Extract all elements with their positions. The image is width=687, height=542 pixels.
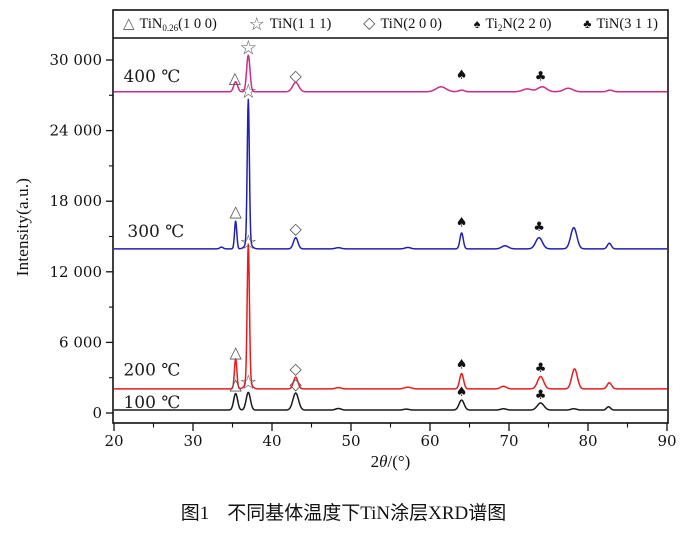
x-tick-label: 40: [262, 432, 281, 450]
club-marker-icon: ♣: [535, 388, 547, 403]
caption-text: 不同基体温度下TiN涂层XRD谱图: [227, 503, 507, 524]
triangle-marker-icon: △: [123, 15, 135, 32]
y-tick-label: 24 000: [50, 122, 103, 140]
legend-label: TiN(3 1 1): [596, 15, 658, 32]
triangle-marker-icon: △: [229, 68, 242, 87]
legend-item-tin200: ◇ TiN(2 0 0): [363, 16, 442, 33]
star-marker-icon: ☆: [239, 36, 257, 60]
y-tick-label: 0: [92, 404, 102, 422]
legend-label: Ti2N(2 2 0): [485, 15, 552, 33]
series-line-100C: [114, 391, 667, 411]
legend-item-ti2220: ♠ Ti2N(2 2 0): [474, 16, 552, 33]
x-tick-label: 60: [420, 432, 439, 450]
y-axis-title: Intensity(a.u.): [13, 177, 32, 277]
y-tick-label: 18 000: [50, 192, 103, 210]
curves-group: [114, 54, 667, 411]
x-tick-label: 50: [341, 432, 360, 450]
triangle-marker-icon: △: [230, 342, 243, 361]
x-title-post: /(°): [387, 452, 411, 471]
x-tick-label: 90: [657, 432, 676, 450]
club-marker-icon: ♣: [535, 70, 547, 85]
legend-item-tin111: ☆ TiN(1 1 1): [249, 15, 332, 33]
y-tick-label: 12 000: [50, 263, 103, 281]
diamond-marker-icon: ◇: [290, 66, 303, 85]
club-marker-icon: ♣: [583, 16, 592, 31]
diamond-marker-icon: ◇: [290, 375, 303, 394]
diamond-marker-icon: ◇: [290, 359, 303, 378]
spade-marker-icon: ♠: [456, 68, 468, 83]
series-line-300C: [114, 98, 667, 250]
x-axis-title: 2θ/(°): [114, 452, 667, 472]
diamond-marker-icon: ◇: [363, 15, 376, 32]
x-title-pre: 2: [370, 452, 380, 471]
figure-caption: 图1 不同基体温度下TiN涂层XRD谱图: [0, 498, 687, 525]
club-marker-icon: ♣: [535, 361, 547, 376]
x-tick-label: 80: [578, 432, 597, 450]
star-marker-icon: ☆: [239, 230, 257, 254]
y-tick-label: 30 000: [50, 51, 103, 69]
series-label-100C: 100 ℃: [123, 393, 180, 413]
plot-frame: [112, 9, 669, 424]
diamond-marker-icon: ◇: [290, 219, 303, 238]
star-marker-icon: ☆: [239, 79, 257, 103]
legend-label: TiN(1 1 1): [269, 15, 332, 32]
legend-box: △ TiN0.26(1 0 0) ☆ TiN(1 1 1) ◇ TiN(2 0 0) ♠ Ti…: [113, 10, 668, 38]
x-tick-label: 30: [183, 432, 202, 450]
legend-item-tin311: ♣ TiN(3 1 1): [583, 16, 658, 33]
series-line-200C: [114, 243, 667, 390]
legend-label: TiN(2 0 0): [380, 15, 442, 32]
legend-label: TiN0.26(1 0 0): [139, 15, 217, 33]
y-tick-label: 6 000: [59, 333, 102, 351]
club-marker-icon: ♣: [533, 220, 545, 235]
x-tick-label: 20: [104, 432, 123, 450]
legend-item-tin0.26100: △ TiN0.26(1 0 0): [123, 16, 217, 33]
caption-number: 图1: [180, 503, 210, 524]
series-label-300C: 300 ℃: [127, 222, 184, 242]
series-line-400C: [114, 54, 667, 93]
star-marker-icon: ☆: [248, 14, 265, 34]
x-title-theta: θ: [379, 452, 388, 471]
xrd-chart: 20 30 40 50 60 70 80 90 0 6 000 12 000 18 000 24 000…: [50, 9, 677, 450]
triangle-marker-icon: △: [230, 375, 243, 394]
spade-marker-icon: ♠: [456, 357, 468, 372]
spade-marker-icon: ♠: [456, 215, 468, 230]
series-label-400C: 400 ℃: [123, 67, 180, 87]
spade-marker-icon: ♠: [456, 385, 468, 400]
triangle-marker-icon: △: [230, 202, 243, 221]
x-tick-label: 70: [499, 432, 518, 450]
star-marker-icon: ☆: [239, 370, 257, 394]
spade-marker-icon: ♠: [473, 16, 481, 31]
series-label-200C: 200 ℃: [123, 360, 180, 380]
